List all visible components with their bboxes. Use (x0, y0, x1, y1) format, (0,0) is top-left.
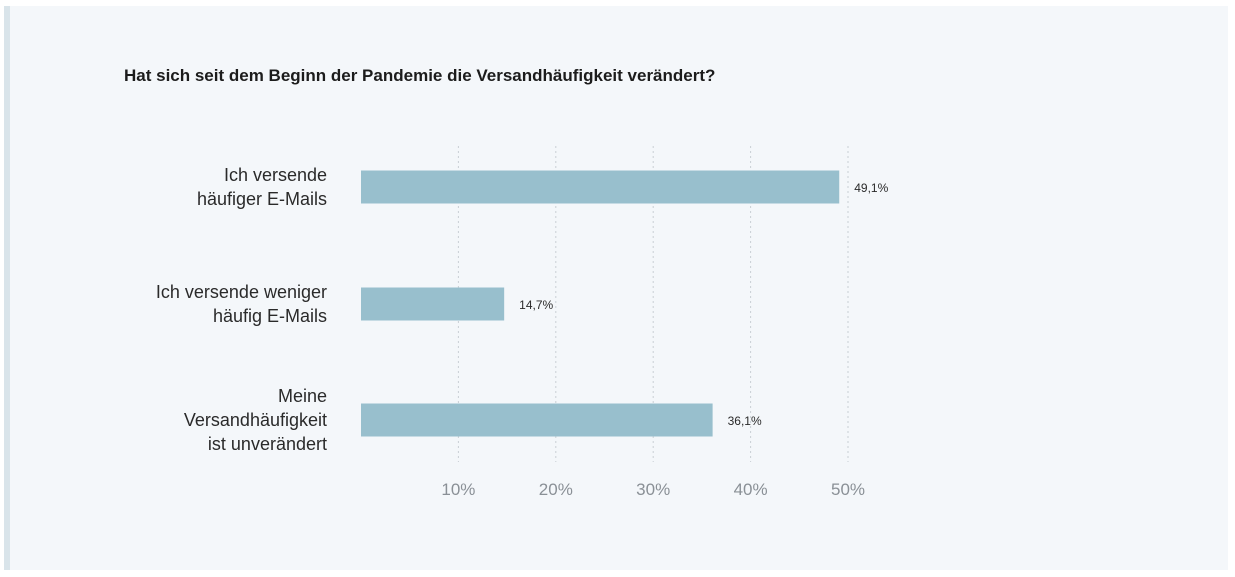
category-label-line: Versandhäufigkeit (184, 410, 327, 430)
category-label-line: häufig E-Mails (213, 306, 327, 326)
value-label: 49,1% (854, 181, 888, 195)
category-label-line: Ich versende (224, 165, 327, 185)
chart-title: Hat sich seit dem Beginn der Pandemie di… (124, 66, 716, 85)
category-label: Ich versende weniger häufig E-Mails (156, 282, 327, 326)
x-tick-label: 40% (734, 480, 768, 499)
category-label-line: Ich versende weniger (156, 282, 327, 302)
bar (361, 287, 505, 321)
value-label: 14,7% (519, 298, 553, 312)
bar (361, 170, 840, 204)
x-tick-label: 50% (831, 480, 865, 499)
category-label-line: Meine (278, 386, 327, 406)
category-label-line: häufiger E-Mails (197, 189, 327, 209)
x-tick-label: 10% (441, 480, 475, 499)
value-label: 36,1% (728, 414, 762, 428)
x-axis-ticks: 10% 20% 30% 40% 50% (441, 480, 865, 499)
chart-card (4, 6, 1228, 570)
x-tick-label: 20% (539, 480, 573, 499)
category-label-line: ist unverändert (208, 434, 327, 454)
category-label: Meine Versandhäufigkeit ist unverändert (184, 386, 327, 454)
value-labels: 49,1% 14,7% 36,1% (519, 181, 888, 428)
bars (361, 170, 840, 437)
x-tick-label: 30% (636, 480, 670, 499)
category-label: Ich versende häufiger E-Mails (197, 165, 327, 209)
bar (361, 403, 713, 437)
